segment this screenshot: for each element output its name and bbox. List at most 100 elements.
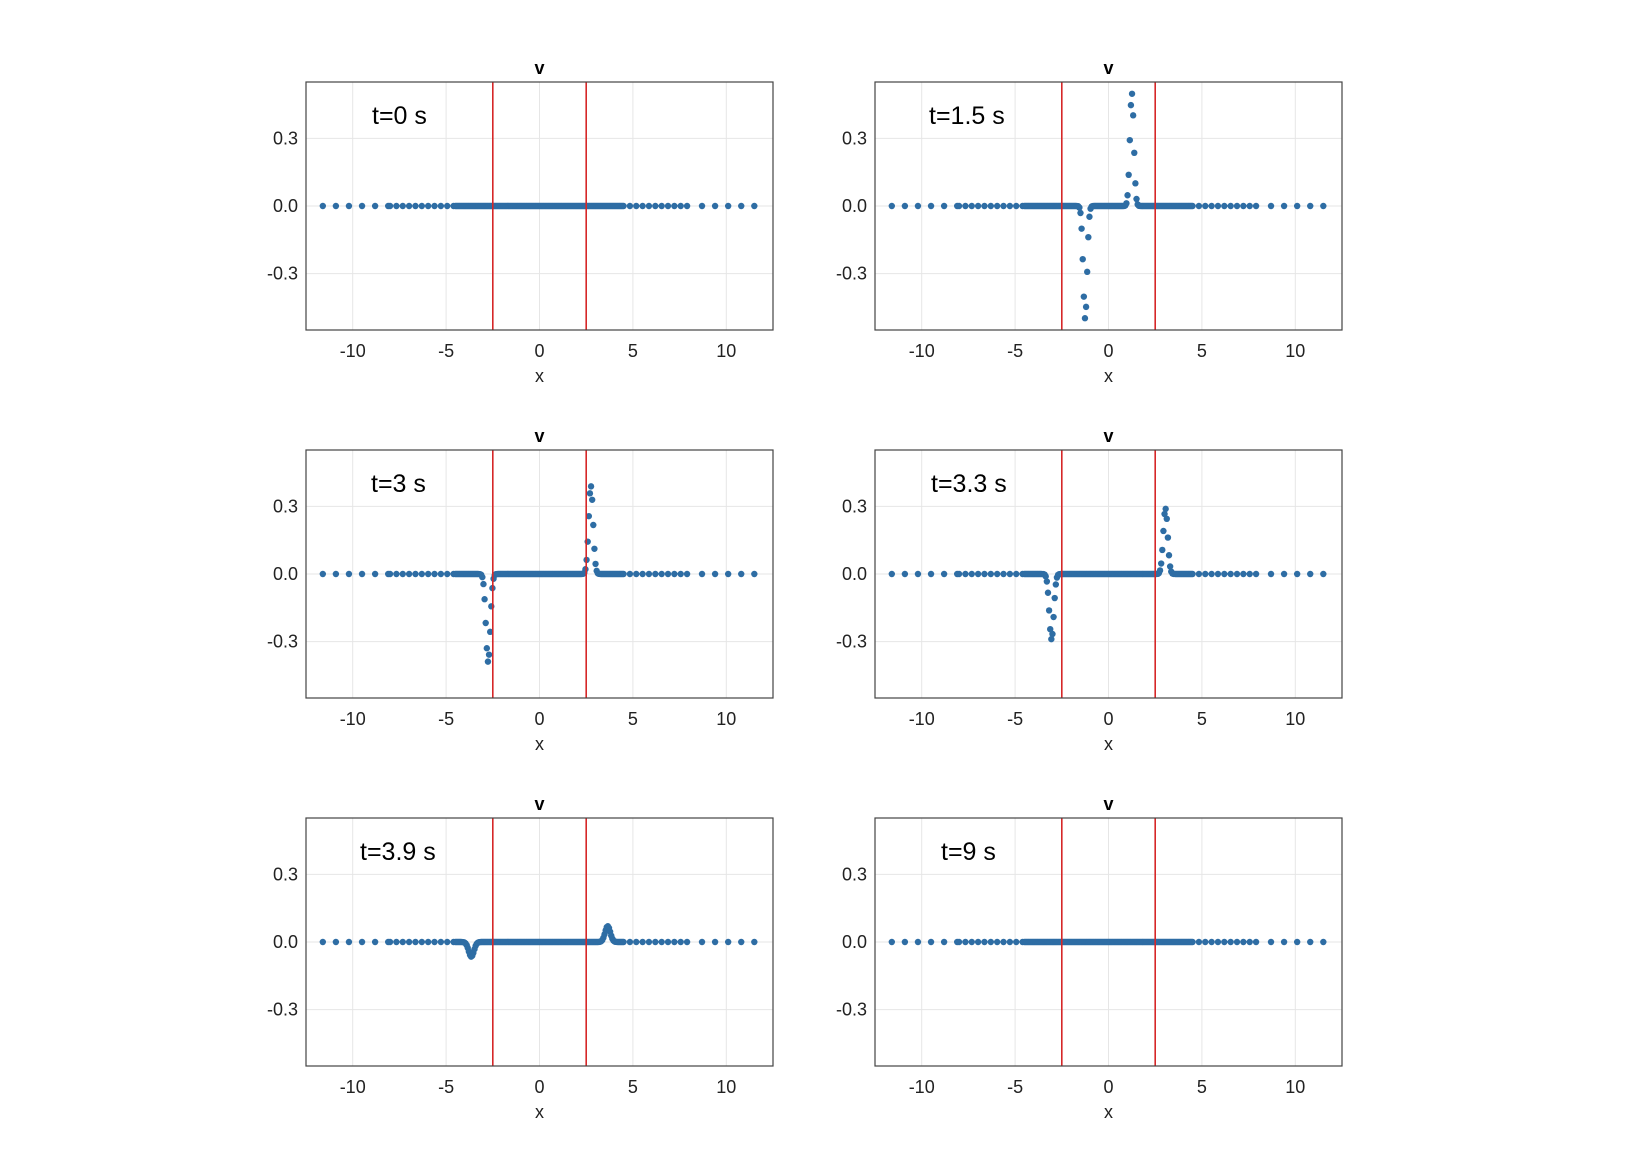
y-tick-label: -0.3 bbox=[267, 632, 298, 652]
panel-2: -10 -5 0 5 10 -0.3 0.0 0.3 v x t=1.5 s bbox=[836, 58, 1343, 386]
data-point bbox=[711, 570, 719, 578]
data-point bbox=[993, 938, 1001, 946]
data-point bbox=[591, 545, 598, 552]
x-tick-label: 10 bbox=[716, 1077, 736, 1097]
data-point bbox=[482, 619, 489, 627]
data-point bbox=[412, 570, 419, 578]
data-point bbox=[620, 938, 627, 946]
data-point bbox=[927, 938, 935, 946]
panel-3: -10 -5 0 5 10 -0.3 0.0 0.3 v x t=3 s bbox=[267, 426, 774, 754]
data-point bbox=[620, 202, 627, 210]
data-point bbox=[1189, 570, 1196, 578]
data-point bbox=[1195, 938, 1203, 946]
data-point bbox=[1267, 570, 1275, 578]
x-tick-label: 0 bbox=[1103, 709, 1113, 729]
data-point bbox=[1208, 570, 1215, 578]
data-point bbox=[677, 570, 684, 578]
data-point bbox=[1208, 938, 1215, 946]
data-point bbox=[633, 570, 640, 578]
panel-5: -10 -5 0 5 10 -0.3 0.0 0.3 v x t=3.9 s bbox=[267, 794, 774, 1122]
data-point bbox=[664, 202, 672, 210]
x-tick-label: -5 bbox=[438, 1077, 454, 1097]
data-point bbox=[1240, 202, 1247, 210]
data-point bbox=[724, 938, 732, 946]
data-point bbox=[1307, 202, 1314, 210]
y-tick-label: -0.3 bbox=[836, 1000, 867, 1020]
series-points bbox=[888, 938, 1327, 946]
data-point bbox=[1202, 570, 1209, 578]
y-tick-label: 0.3 bbox=[842, 128, 867, 148]
data-point bbox=[1202, 938, 1209, 946]
data-point bbox=[1129, 112, 1137, 119]
panel-title: v bbox=[534, 426, 544, 446]
data-point bbox=[592, 560, 599, 568]
x-tick-label: 10 bbox=[716, 709, 736, 729]
data-point bbox=[987, 938, 995, 946]
data-point bbox=[431, 570, 438, 578]
data-point bbox=[424, 202, 432, 210]
data-point bbox=[645, 202, 653, 210]
data-point bbox=[485, 651, 493, 658]
data-point bbox=[1013, 938, 1020, 946]
x-tick-label: -10 bbox=[909, 1077, 935, 1097]
data-point bbox=[358, 570, 366, 578]
data-point bbox=[371, 202, 379, 210]
panel-1: -10 -5 0 5 10 -0.3 0.0 0.3 v x t=0 s bbox=[267, 58, 774, 386]
data-point bbox=[412, 938, 419, 946]
data-point bbox=[1124, 192, 1131, 199]
x-axis-label: x bbox=[1104, 366, 1113, 386]
data-point bbox=[658, 570, 665, 578]
x-tick-label: -10 bbox=[909, 341, 935, 361]
data-point bbox=[652, 938, 659, 946]
data-point bbox=[1006, 202, 1014, 210]
data-point bbox=[1252, 202, 1260, 210]
data-point bbox=[1246, 570, 1253, 578]
plot-frame bbox=[305, 81, 774, 331]
data-point bbox=[1132, 180, 1139, 187]
data-point bbox=[724, 570, 732, 578]
data-point bbox=[332, 202, 340, 210]
data-point bbox=[968, 202, 975, 210]
x-tick-label: 10 bbox=[1285, 341, 1305, 361]
data-point bbox=[711, 202, 719, 210]
data-point bbox=[639, 570, 646, 578]
data-point bbox=[1221, 570, 1228, 578]
data-point bbox=[1131, 149, 1138, 157]
data-point bbox=[1006, 570, 1014, 578]
data-point bbox=[968, 938, 975, 946]
x-tick-label: -5 bbox=[438, 341, 454, 361]
data-point bbox=[412, 202, 419, 210]
data-point bbox=[1227, 938, 1234, 946]
data-point bbox=[437, 938, 445, 946]
data-point bbox=[1050, 613, 1057, 621]
data-point bbox=[1052, 581, 1060, 588]
data-point bbox=[585, 512, 593, 520]
panel-title: v bbox=[1103, 58, 1113, 78]
data-point bbox=[1280, 570, 1288, 578]
y-tick-label: 0.0 bbox=[273, 564, 298, 584]
data-point bbox=[1280, 202, 1288, 210]
data-point bbox=[418, 202, 426, 210]
panel-6: -10 -5 0 5 10 -0.3 0.0 0.3 v x t=9 s bbox=[836, 794, 1343, 1122]
time-annotation: t=3.9 s bbox=[360, 838, 436, 866]
x-tick-label: 5 bbox=[628, 709, 638, 729]
data-point bbox=[981, 202, 988, 210]
data-point bbox=[888, 570, 896, 578]
y-tick-label: 0.0 bbox=[842, 196, 867, 216]
x-axis-label: x bbox=[1104, 734, 1113, 754]
data-point bbox=[1214, 570, 1222, 578]
data-point bbox=[1048, 635, 1055, 643]
plot-frame bbox=[305, 449, 774, 699]
data-point bbox=[1162, 505, 1169, 513]
data-point bbox=[974, 202, 982, 210]
data-point bbox=[1077, 209, 1084, 217]
x-tick-label: -10 bbox=[340, 341, 366, 361]
data-point bbox=[399, 202, 406, 210]
data-point bbox=[914, 202, 922, 210]
data-point bbox=[371, 938, 379, 946]
data-point bbox=[437, 570, 445, 578]
data-point bbox=[444, 570, 451, 578]
data-point bbox=[987, 570, 995, 578]
data-point bbox=[652, 202, 659, 210]
y-tick-label: 0.0 bbox=[842, 932, 867, 952]
